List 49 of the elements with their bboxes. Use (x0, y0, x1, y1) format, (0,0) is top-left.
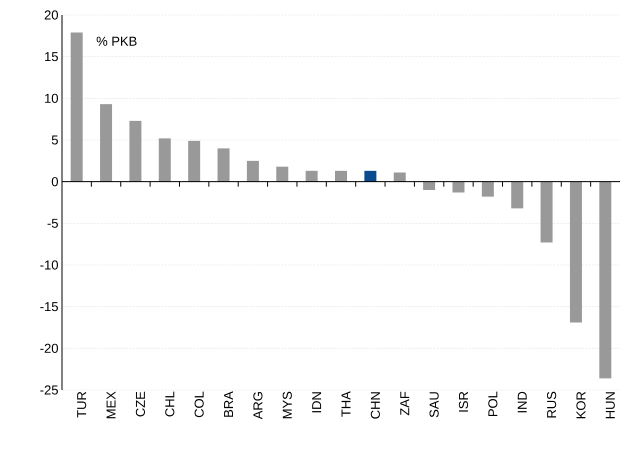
bar (452, 182, 464, 192)
bar (423, 182, 436, 190)
bar (276, 166, 288, 182)
x-tick-label: ISR (458, 392, 468, 412)
x-tick-label: BRA (224, 391, 233, 417)
bar (394, 172, 406, 182)
bar (188, 140, 200, 182)
x-tick-label: TUR (77, 392, 86, 418)
x-tick-label: CHN (370, 392, 380, 419)
x-tick-label: CHL (165, 392, 174, 416)
y-tick-label: 0 (52, 177, 58, 186)
x-tick-label: ZAF (400, 392, 410, 416)
x-tick-label: MYS (282, 392, 292, 418)
bar (335, 170, 348, 182)
x-tick-label: ARG (253, 392, 262, 420)
x-tick-label: IDN (312, 392, 322, 412)
y-tick-label: 20 (44, 10, 58, 20)
y-tick-label: -20 (40, 344, 58, 353)
y-axis-title: % PKB (96, 36, 137, 46)
x-tick-label: KOR (576, 392, 586, 418)
x-tick-label: MEX (106, 391, 116, 418)
x-tick-label: HUN (606, 392, 615, 418)
x-tick-label: IND (518, 392, 527, 412)
x-tick-label: SAU (430, 392, 439, 418)
bar (158, 138, 171, 182)
bar (306, 170, 318, 182)
bar (129, 120, 142, 182)
y-tick-label: -15 (40, 302, 58, 312)
bar (511, 182, 524, 208)
y-tick-label: -5 (48, 218, 58, 228)
y-tick-label: -10 (40, 260, 58, 270)
bar (570, 182, 582, 322)
y-tick-label: 10 (45, 94, 58, 103)
bar (482, 182, 494, 197)
y-tick-label: 5 (52, 135, 58, 145)
bar (599, 182, 612, 378)
y-tick-label: 15 (45, 52, 58, 62)
bar (540, 182, 553, 242)
bar (218, 148, 230, 182)
x-tick-label: RUS (546, 392, 556, 418)
x-tick-label: COL (194, 392, 204, 418)
x-tick-label: CZE (136, 392, 146, 416)
bar (246, 160, 259, 182)
bar (100, 104, 112, 182)
x-tick-label: POL (488, 392, 498, 416)
bar (70, 32, 83, 182)
y-tick-label: -25 (40, 385, 58, 395)
bar (364, 170, 376, 182)
x-tick-label: THA (342, 391, 350, 417)
